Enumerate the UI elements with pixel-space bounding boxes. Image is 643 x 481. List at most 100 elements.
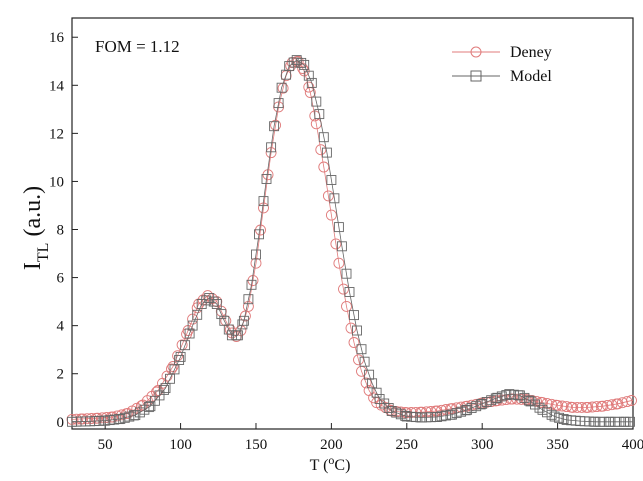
data-point	[341, 300, 352, 312]
data-point	[400, 410, 411, 421]
data-point	[330, 238, 342, 250]
data-point	[77, 413, 89, 425]
data-point	[558, 414, 569, 424]
x-tick-label: 150	[245, 437, 268, 453]
data-point	[273, 98, 284, 109]
data-point	[561, 401, 573, 413]
data-point	[296, 57, 307, 68]
data-point	[216, 309, 227, 320]
data-point	[237, 319, 248, 330]
y-tick-label: 16	[49, 30, 65, 46]
data-point	[567, 401, 579, 413]
data-point	[344, 287, 355, 297]
data-point	[187, 320, 198, 331]
data-point	[601, 399, 613, 411]
series-line	[71, 59, 633, 423]
data-point	[261, 174, 272, 184]
data-point	[552, 399, 564, 411]
data-point	[315, 144, 327, 156]
data-point	[180, 340, 191, 351]
data-point	[86, 413, 98, 424]
x-tick-label: 100	[169, 437, 192, 453]
data-point	[243, 294, 254, 305]
data-point	[254, 229, 264, 240]
x-tick-label: 50	[98, 437, 113, 453]
x-tick-label: 350	[546, 437, 569, 453]
data-point	[211, 299, 222, 309]
data-point	[223, 324, 234, 335]
data-point	[175, 351, 186, 362]
data-point	[371, 387, 382, 398]
legend-label-deney: Deney	[510, 44, 552, 61]
data-point	[311, 96, 322, 107]
x-tick-label: 250	[396, 437, 419, 453]
data-point	[333, 222, 344, 233]
data-point	[621, 396, 633, 408]
data-point	[211, 296, 223, 308]
legend-circle-icon	[470, 46, 482, 58]
data-point	[571, 401, 583, 413]
data-point	[349, 310, 359, 321]
series-line	[71, 60, 634, 420]
data-point	[626, 395, 637, 406]
data-point	[299, 59, 310, 70]
data-point	[338, 283, 349, 295]
data-point	[556, 400, 568, 412]
data-point	[143, 402, 154, 413]
data-point	[208, 296, 219, 307]
data-point	[250, 257, 262, 269]
data-point	[167, 361, 179, 372]
data-point	[360, 377, 372, 389]
data-point	[475, 399, 486, 410]
legend-label-model: Model	[510, 68, 552, 85]
data-point	[318, 132, 329, 143]
y-axis-title: ITL(a.u.)	[20, 186, 52, 270]
data-point	[460, 405, 471, 416]
y-tick-label: 4	[57, 319, 65, 335]
series-deney	[66, 55, 637, 425]
y-axis-ticks: 0 2 4 6 8 10 12 14 16	[49, 30, 78, 431]
data-point	[174, 355, 185, 365]
data-point	[246, 279, 257, 290]
data-point	[318, 161, 330, 173]
y-tick-label: 14	[49, 78, 65, 94]
y-tick-label: 10	[49, 174, 64, 190]
data-point	[625, 416, 635, 427]
x-tick-label: 200	[320, 437, 343, 453]
data-point	[269, 121, 280, 132]
data-point	[159, 384, 169, 395]
legend: Deney Model	[452, 44, 552, 85]
data-point	[345, 322, 357, 334]
data-point	[341, 268, 352, 279]
data-point	[258, 196, 269, 207]
data-point	[322, 190, 334, 202]
y-tick-label: 12	[49, 126, 64, 142]
data-point	[490, 393, 501, 404]
y-tick-label: 2	[57, 367, 65, 383]
data-point	[531, 395, 542, 407]
legend-square-icon	[470, 70, 482, 82]
data-point	[151, 386, 162, 398]
data-point	[276, 82, 287, 93]
data-point	[333, 257, 345, 269]
x-axis-title: T (oC)	[310, 453, 351, 474]
y-tick-label: 6	[57, 271, 65, 287]
data-point	[238, 315, 249, 326]
x-tick-label: 400	[622, 437, 643, 453]
data-point	[184, 328, 195, 339]
series-layer	[66, 55, 637, 427]
data-point	[586, 401, 598, 413]
data-point	[501, 390, 512, 401]
plot-frame	[71, 17, 634, 430]
data-point	[348, 337, 360, 348]
data-point	[359, 356, 370, 367]
data-point	[101, 412, 113, 423]
data-point	[192, 309, 203, 320]
data-point	[591, 401, 603, 413]
data-point	[352, 325, 362, 336]
fom-annotation: FOM = 1.12	[95, 37, 180, 56]
data-point	[597, 400, 609, 412]
x-tick-label: 300	[471, 437, 494, 453]
data-point	[336, 241, 347, 252]
